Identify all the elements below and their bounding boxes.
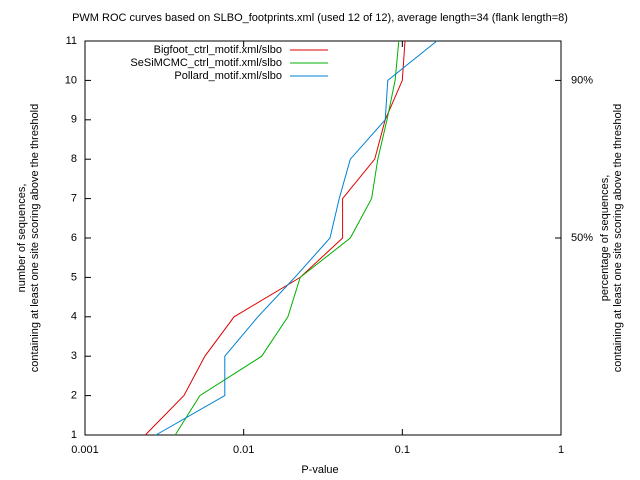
legend-label: Bigfoot_ctrl_motif.xml/slbo <box>154 44 282 56</box>
x-axis-label: P-value <box>301 464 338 476</box>
y2-axis-label: percentage of sequences, containing at l… <box>599 104 624 372</box>
series-line <box>155 40 438 436</box>
y2-tick-label: 50% <box>571 232 593 244</box>
y-tick-label: 11 <box>66 35 77 47</box>
y-axis-label-line: containing at least one site scoring abo… <box>29 104 41 372</box>
y-tick-label: 4 <box>71 311 77 323</box>
plot-frame <box>84 40 562 436</box>
x-tick-label: 0.001 <box>71 444 99 456</box>
x-tick-label: 0.1 <box>395 444 410 456</box>
legend-label: SeSiMCMC_ctrl_motif.xml/slbo <box>130 57 282 69</box>
y-tick-label: 6 <box>71 232 77 244</box>
x-tick-label: 1 <box>558 444 564 456</box>
y2-axis-label-line: percentage of sequences, <box>599 175 611 302</box>
y-tick-label: 9 <box>71 114 77 126</box>
legend-label: Pollard_motif.xml/slbo <box>174 70 282 82</box>
y-tick-label: 1 <box>71 429 77 441</box>
y-tick-label: 8 <box>71 153 77 165</box>
y2-tick-label: 90% <box>571 74 593 86</box>
y-tick-label: 3 <box>71 350 77 362</box>
y2-axis-label-line: containing at least one site scoring abo… <box>612 104 624 372</box>
y-tick-label: 7 <box>71 193 77 205</box>
y-axis-label-line: number of sequences, <box>16 184 28 293</box>
y-axis-label: number of sequences, containing at least… <box>16 104 41 372</box>
series-line <box>144 40 406 436</box>
x-tick-label: 0.01 <box>233 444 254 456</box>
series-line <box>174 40 400 436</box>
y-tick-label: 10 <box>65 74 77 86</box>
chart-title: PWM ROC curves based on SLBO_footprints.… <box>72 12 568 24</box>
y-tick-label: 2 <box>71 390 77 402</box>
y-tick-label: 5 <box>71 271 77 283</box>
